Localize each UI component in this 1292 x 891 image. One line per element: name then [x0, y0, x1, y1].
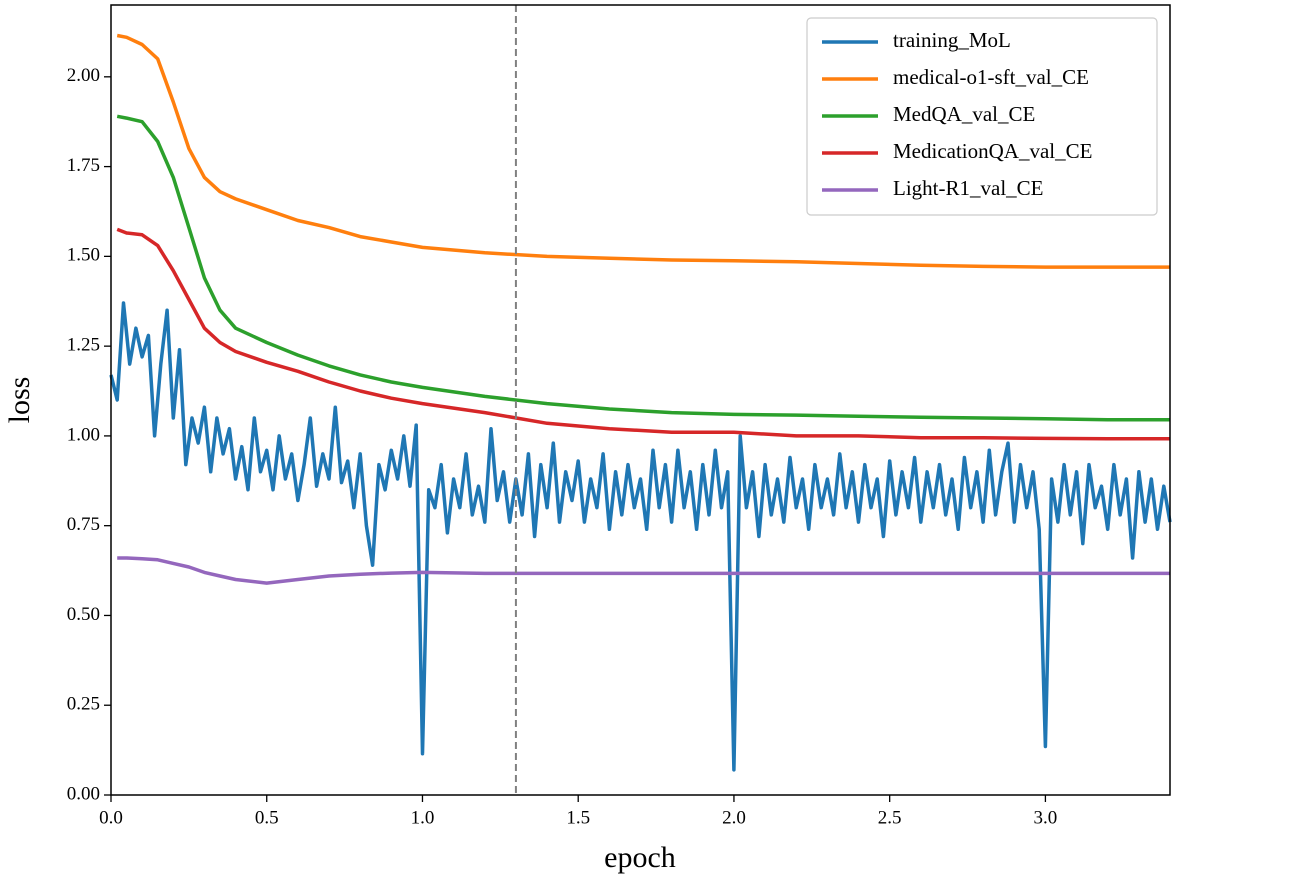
y-tick-label: 1.25	[67, 334, 100, 355]
plot-frame	[110, 4, 1171, 796]
series-line	[116, 114, 1170, 422]
legend-label: MedicationQA_val_CE	[893, 139, 1092, 163]
y-tick-label: 1.00	[67, 424, 100, 445]
legend-box	[806, 17, 1158, 216]
legend-label: Light-R1_val_CE	[893, 176, 1044, 200]
y-tick-label: 0.75	[67, 514, 100, 535]
x-tick-label: 1.0	[411, 807, 435, 828]
legend-label: training_MoL	[893, 28, 1011, 52]
x-tick-label: 0.5	[255, 807, 279, 828]
y-tick-label: 1.50	[67, 245, 100, 266]
x-tick-label: 2.0	[722, 807, 746, 828]
y-tick-label: 0.25	[67, 694, 100, 715]
y-tick-label: 0.50	[67, 604, 100, 625]
y-tick-label: 1.75	[67, 155, 100, 176]
y-tick-label: 0.00	[67, 783, 100, 804]
legend-label: medical-o1-sft_val_CE	[893, 65, 1089, 89]
x-tick-label: 3.0	[1034, 807, 1058, 828]
series-line	[116, 227, 1170, 441]
series-line	[109, 301, 1172, 772]
x-tick-label: 1.5	[566, 807, 590, 828]
y-axis-label: loss	[3, 377, 36, 424]
legend-label: MedQA_val_CE	[893, 102, 1035, 126]
series-line	[117, 556, 1170, 585]
x-tick-label: 0.0	[99, 807, 123, 828]
x-axis-label: epoch	[604, 841, 676, 874]
x-tick-label: 2.5	[878, 807, 902, 828]
y-tick-label: 2.00	[67, 65, 100, 86]
series-line	[116, 33, 1170, 269]
